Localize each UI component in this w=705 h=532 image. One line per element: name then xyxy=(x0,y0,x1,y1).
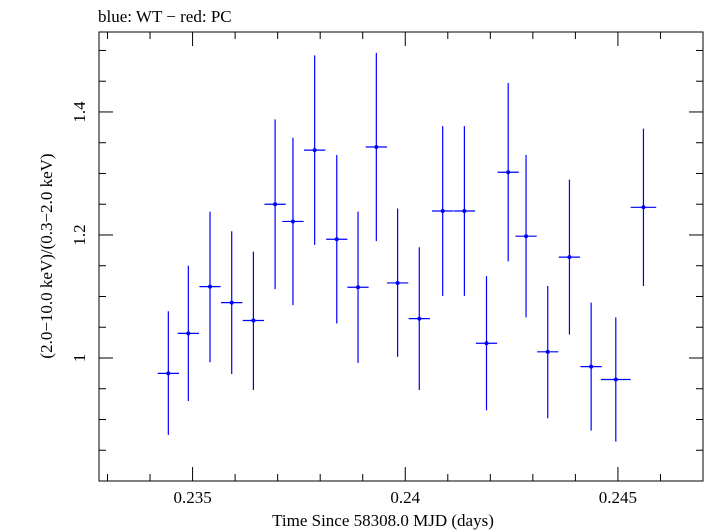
point-marker xyxy=(251,318,256,323)
x-tick-label: 0.24 xyxy=(390,488,420,507)
point-marker xyxy=(273,202,278,207)
data-point xyxy=(600,317,631,442)
point-marker xyxy=(229,300,234,305)
point-marker xyxy=(166,371,171,376)
point-marker xyxy=(524,234,529,239)
point-marker xyxy=(334,237,339,242)
data-point xyxy=(558,179,581,335)
point-marker xyxy=(613,377,618,382)
data-point xyxy=(432,126,454,296)
data-point xyxy=(221,231,243,374)
data-point xyxy=(177,265,199,402)
data-point xyxy=(365,52,387,242)
point-marker xyxy=(356,285,361,290)
data-point xyxy=(304,55,326,245)
data-point xyxy=(326,155,348,324)
y-axis-label: (2.0−10.0 keV)/(0.3−2.0 keV) xyxy=(37,153,56,358)
data-point xyxy=(347,211,369,363)
data-point xyxy=(537,286,559,419)
y-tick-label: 1.2 xyxy=(70,224,89,245)
data-point xyxy=(630,128,657,287)
x-tick-label: 0.235 xyxy=(173,488,211,507)
point-marker xyxy=(506,170,511,175)
point-marker xyxy=(374,145,379,150)
data-point xyxy=(580,302,602,431)
data-point xyxy=(515,155,537,318)
point-marker xyxy=(417,316,422,321)
y-tick-label: 1 xyxy=(70,354,89,363)
point-marker xyxy=(567,255,572,260)
plot-frame xyxy=(98,31,704,482)
x-axis-label: Time Since 58308.0 MJD (days) xyxy=(272,511,494,530)
data-point xyxy=(475,276,498,411)
point-marker xyxy=(186,331,191,336)
point-marker xyxy=(208,284,213,289)
data-points xyxy=(157,52,657,442)
point-marker xyxy=(641,205,646,210)
data-point xyxy=(242,251,265,390)
point-marker xyxy=(589,364,594,369)
data-point xyxy=(408,247,430,390)
point-marker xyxy=(440,208,445,213)
y-tick-label: 1.4 xyxy=(70,101,89,123)
point-marker xyxy=(395,280,400,285)
point-marker xyxy=(545,349,550,354)
x-axis-ticks: 0.235 0.24 0.245 xyxy=(107,32,704,507)
data-point xyxy=(386,208,409,357)
data-point xyxy=(157,311,179,435)
x-tick-label: 0.245 xyxy=(599,488,637,507)
point-marker xyxy=(462,208,467,213)
y-axis-ticks: 1 1.2 1.4 xyxy=(70,49,703,482)
point-marker xyxy=(312,148,317,153)
data-point xyxy=(264,119,286,290)
data-point xyxy=(453,126,476,296)
data-point xyxy=(282,137,304,306)
point-marker xyxy=(290,219,295,224)
data-point xyxy=(199,211,221,363)
point-marker xyxy=(484,341,489,346)
chart-title: blue: WT − red: PC xyxy=(98,7,232,26)
data-point xyxy=(497,83,519,262)
